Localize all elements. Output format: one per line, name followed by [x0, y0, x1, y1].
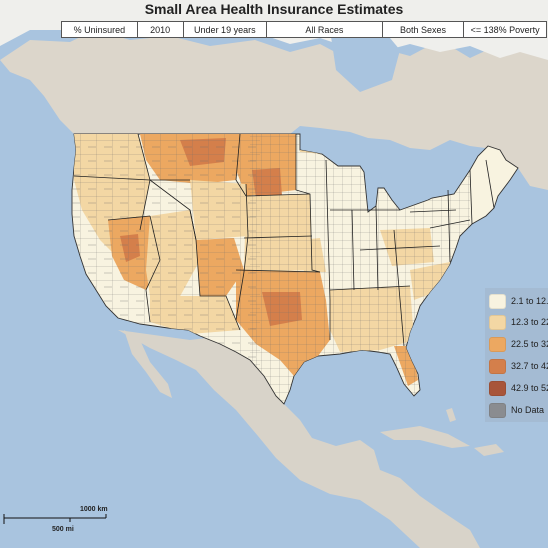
legend-item-1: 2.1 to 12.2 — [489, 291, 548, 311]
legend-item-3: 22.5 to 32.6 — [489, 334, 548, 354]
lake-huron — [380, 168, 404, 200]
legend-swatch — [489, 380, 506, 396]
canada-landmass — [0, 30, 548, 190]
legend-item-4: 32.7 to 42.8 — [489, 356, 548, 376]
filter-income[interactable]: <= 138% Poverty — [470, 24, 540, 35]
filter-race[interactable]: All Races — [267, 22, 383, 37]
bahamas — [446, 408, 456, 422]
lake-superior — [322, 150, 370, 166]
cuba — [380, 426, 470, 448]
legend-swatch — [489, 358, 506, 374]
map-legend: 2.1 to 12.2 12.3 to 22.4 22.5 to 32.6 32… — [485, 288, 548, 422]
filter-bar: % Uninsured 2010 Under 19 years All Race… — [61, 21, 547, 38]
legend-label: 42.9 to 52.5 — [511, 383, 548, 393]
mexico-landmass — [118, 330, 480, 548]
filter-measure[interactable]: % Uninsured — [62, 22, 138, 37]
legend-swatch — [489, 336, 506, 352]
legend-label: 32.7 to 42.8 — [511, 361, 548, 371]
scale-labels: 1000 km 500 mi — [4, 504, 134, 538]
legend-label: 12.3 to 22.4 — [511, 317, 548, 327]
legend-item-5: 42.9 to 52.5 — [489, 378, 548, 398]
legend-label: 2.1 to 12.2 — [511, 296, 548, 306]
legend-swatch — [489, 314, 506, 330]
filter-age[interactable]: Under 19 years — [184, 22, 268, 37]
filter-sex[interactable]: Both Sexes — [383, 22, 465, 37]
legend-item-2: 12.3 to 22.4 — [489, 312, 548, 332]
scale-bar — [3, 514, 107, 524]
hispaniola — [474, 444, 504, 456]
hudson-bay — [330, 26, 400, 92]
scale-mi-label: 500 mi — [52, 526, 74, 533]
baja-california — [124, 330, 172, 398]
filter-year[interactable]: 2010 — [138, 22, 184, 37]
scale-km-label: 1000 km — [80, 506, 108, 513]
state-boundaries — [73, 133, 495, 347]
legend-item-6: No Data — [489, 400, 544, 420]
legend-label: No Data — [511, 405, 545, 415]
page-title: Small Area Health Insurance Estimates — [144, 1, 404, 17]
legend-swatch — [489, 402, 506, 418]
legend-swatch — [489, 293, 506, 309]
legend-label: 22.5 to 32.6 — [511, 339, 548, 349]
